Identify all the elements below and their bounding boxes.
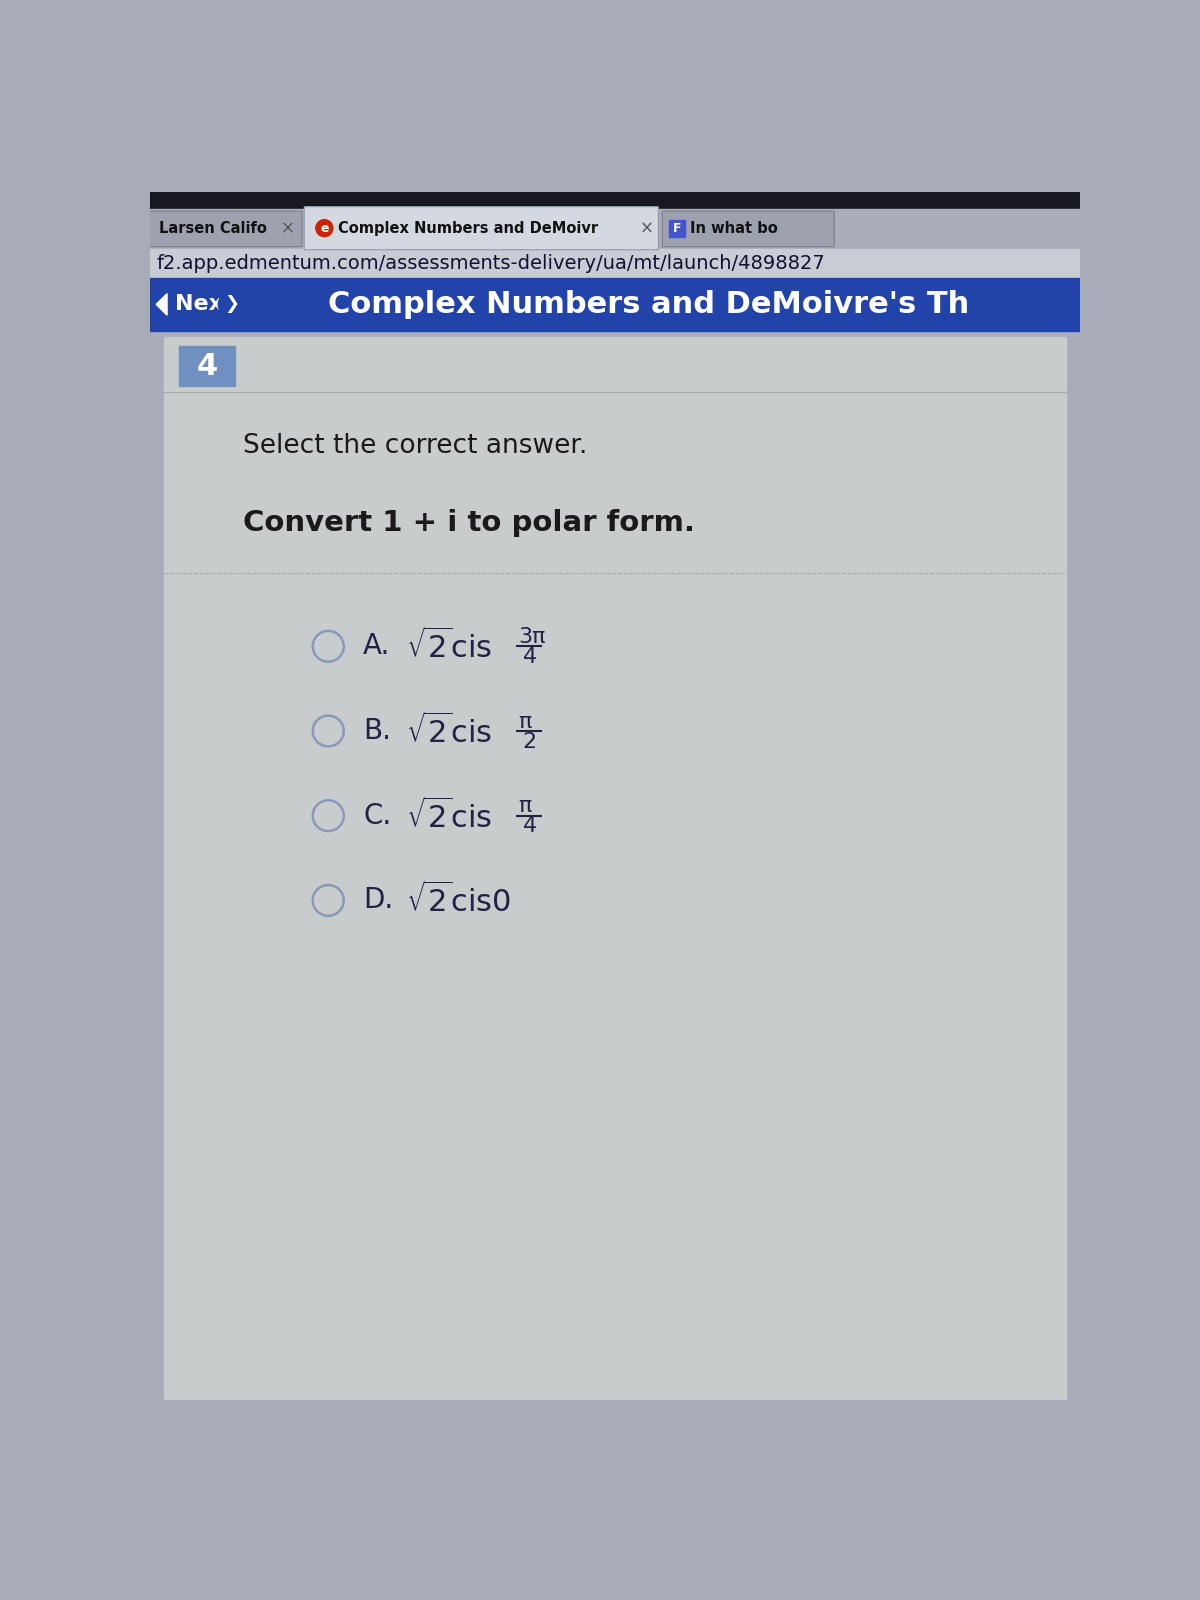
Text: $\sqrt{2}$cis: $\sqrt{2}$cis [406, 798, 492, 834]
Text: $\sqrt{2}$cis0: $\sqrt{2}$cis0 [406, 883, 511, 918]
Text: Complex Numbers and DeMoivr: Complex Numbers and DeMoivr [337, 221, 598, 235]
Bar [150, 192, 1080, 210]
Text: Larsen Califo: Larsen Califo [160, 221, 268, 237]
Text: f2.app.edmentum.com/assessments-delivery/ua/mt/launch/4898827: f2.app.edmentum.com/assessments-delivery… [156, 254, 824, 274]
Text: ×: × [640, 219, 654, 237]
Text: Next: Next [175, 294, 234, 315]
Bar [670, 219, 685, 237]
Text: 4: 4 [523, 816, 536, 837]
Text: π: π [518, 797, 532, 816]
Text: $\sqrt{2}$cis: $\sqrt{2}$cis [406, 629, 492, 664]
Text: In what bo: In what bo [690, 221, 778, 235]
Text: A.: A. [364, 632, 390, 661]
Text: C.: C. [364, 802, 391, 830]
Bar [150, 250, 1080, 278]
Text: e: e [320, 222, 329, 235]
Text: 3π: 3π [518, 627, 546, 646]
Text: ❯: ❯ [224, 296, 239, 314]
FancyBboxPatch shape [149, 211, 302, 246]
Circle shape [316, 219, 332, 237]
Text: 4: 4 [523, 646, 536, 667]
Text: $\sqrt{2}$cis: $\sqrt{2}$cis [406, 714, 492, 749]
Text: Convert 1 + i to polar form.: Convert 1 + i to polar form. [242, 509, 695, 538]
FancyBboxPatch shape [305, 206, 659, 250]
Text: Select the correct answer.: Select the correct answer. [242, 434, 587, 459]
Text: ×: × [281, 219, 295, 238]
Text: 2: 2 [523, 731, 536, 752]
Bar [150, 210, 1080, 250]
Polygon shape [156, 294, 167, 315]
Text: Complex Numbers and DeMoivre's Th: Complex Numbers and DeMoivre's Th [329, 290, 970, 318]
Circle shape [218, 293, 244, 317]
Text: B.: B. [364, 717, 391, 746]
Bar [150, 278, 1080, 331]
Text: 4: 4 [197, 352, 218, 381]
Text: π: π [518, 712, 532, 731]
Bar [164, 336, 1066, 1400]
Bar [180, 346, 235, 386]
FancyBboxPatch shape [662, 211, 834, 246]
Text: F: F [673, 222, 682, 235]
Text: D.: D. [364, 886, 394, 914]
